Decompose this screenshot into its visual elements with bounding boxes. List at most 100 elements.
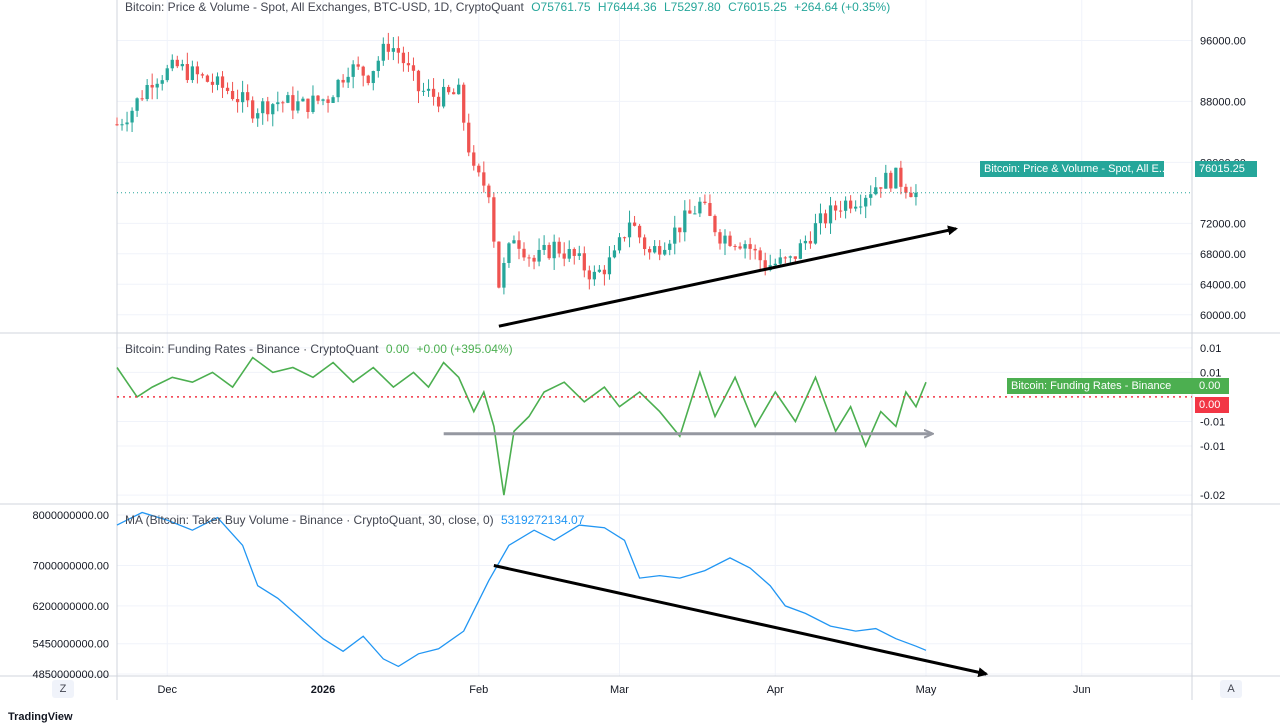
candle-body	[818, 213, 823, 224]
candle-body	[165, 68, 169, 81]
candle-body	[447, 86, 451, 93]
candle-body	[798, 243, 803, 259]
candle-body	[733, 245, 737, 247]
candle-body	[708, 203, 712, 216]
candle-body	[648, 249, 652, 253]
time-axis-label: May	[916, 684, 937, 696]
candle-body	[572, 249, 576, 256]
price-axis-tick: 88000.00	[1200, 96, 1246, 108]
candle-body	[642, 237, 647, 250]
candle-body	[175, 59, 179, 67]
candle-body	[477, 165, 481, 173]
candle-body	[793, 256, 797, 259]
candle-body	[698, 201, 702, 214]
candle-body	[859, 206, 863, 208]
candle-body	[894, 167, 898, 189]
candle-body	[180, 64, 184, 67]
candle-body	[688, 210, 692, 214]
candle-body	[532, 257, 536, 262]
candle-body	[743, 244, 747, 249]
candle-body	[205, 75, 210, 82]
candle-body	[482, 172, 486, 186]
funding-axis-tick: -0.01	[1200, 441, 1225, 453]
candle-body	[240, 92, 245, 103]
price-series-name-tag: Bitcoin: Price & Volume - Spot, All E...	[980, 161, 1164, 177]
price-series	[115, 32, 1192, 295]
candle-body	[557, 241, 561, 254]
candle-body	[517, 240, 521, 249]
candle-body	[291, 95, 295, 111]
candle-body	[778, 257, 782, 264]
candle-body	[376, 60, 380, 72]
candle-body	[306, 98, 310, 112]
candle-body	[286, 95, 290, 103]
candle-body	[889, 172, 893, 189]
candle-body	[351, 64, 355, 77]
candle-body	[497, 241, 501, 288]
candle-body	[336, 79, 340, 98]
candle-body	[296, 101, 300, 111]
panel-frame	[0, 0, 1280, 700]
candle-body	[326, 99, 330, 103]
candle-body	[472, 152, 476, 166]
candle-body	[421, 90, 426, 92]
price-legend-low: L75297.80	[663, 0, 721, 14]
candle-body	[230, 90, 235, 100]
auto-scale-button[interactable]: A	[1220, 680, 1242, 698]
candle-body	[507, 243, 511, 263]
candle-body	[391, 48, 395, 52]
candle-body	[869, 194, 873, 198]
candle-body	[637, 225, 642, 238]
candle-body	[190, 66, 195, 81]
candle-body	[884, 172, 888, 189]
time-axis-label: Jun	[1073, 684, 1091, 696]
funding-axis-tick: 0.01	[1200, 343, 1221, 355]
candle-body	[758, 250, 762, 261]
candle-body	[673, 227, 677, 244]
taker-legend: MA (Bitcoin: Taker Buy Volume - Binance …	[125, 513, 584, 527]
scale-z-button[interactable]: Z	[52, 680, 74, 698]
taker-legend-title: MA (Bitcoin: Taker Buy Volume - Binance …	[125, 513, 494, 527]
candle-body	[617, 237, 622, 251]
funding-axis-tick: -0.01	[1200, 416, 1225, 428]
tradingview-logo: TradingView	[8, 711, 73, 723]
candle-body	[251, 100, 255, 119]
candle-body	[562, 253, 566, 259]
candle-body	[612, 250, 617, 258]
candle-body	[185, 64, 189, 81]
candle-body	[301, 98, 305, 102]
candle-body	[823, 213, 828, 224]
taker-axis-tick: 5450000000.00	[33, 639, 109, 651]
candle-body	[220, 76, 225, 88]
candle-body	[150, 84, 154, 88]
grid-layer	[117, 0, 1192, 676]
candle-body	[753, 248, 757, 251]
candle-body	[210, 81, 215, 85]
candle-body	[356, 64, 360, 67]
candle-body	[713, 215, 717, 233]
funding-legend-title: Bitcoin: Funding Rates - Binance · Crypt…	[125, 342, 379, 356]
price-legend-change: +264.64 (+0.35%)	[794, 0, 891, 14]
candle-body	[904, 186, 908, 193]
candle-body	[854, 206, 858, 209]
candle-body	[321, 99, 325, 101]
candle-body	[406, 63, 411, 66]
candle-body	[813, 223, 818, 244]
candle-body	[843, 200, 848, 211]
candle-body	[748, 244, 752, 249]
candle-body	[125, 122, 129, 125]
candle-body	[225, 87, 230, 91]
tradingview-logo-text: TradingView	[8, 711, 73, 723]
candle-body	[683, 210, 687, 233]
candle-body	[452, 92, 456, 95]
zero-line-value-tag: 0.00	[1195, 397, 1229, 413]
candle-body	[693, 213, 697, 215]
funding-legend-change: +0.00 (+395.04%)	[416, 342, 513, 356]
candle-body	[587, 270, 591, 280]
candle-body	[135, 98, 139, 111]
price-legend-title: Bitcoin: Price & Volume - Spot, All Exch…	[125, 0, 524, 14]
candle-body	[808, 240, 813, 244]
price-axis-tick: 60000.00	[1200, 310, 1246, 322]
funding-legend-value: 0.00	[385, 342, 410, 356]
